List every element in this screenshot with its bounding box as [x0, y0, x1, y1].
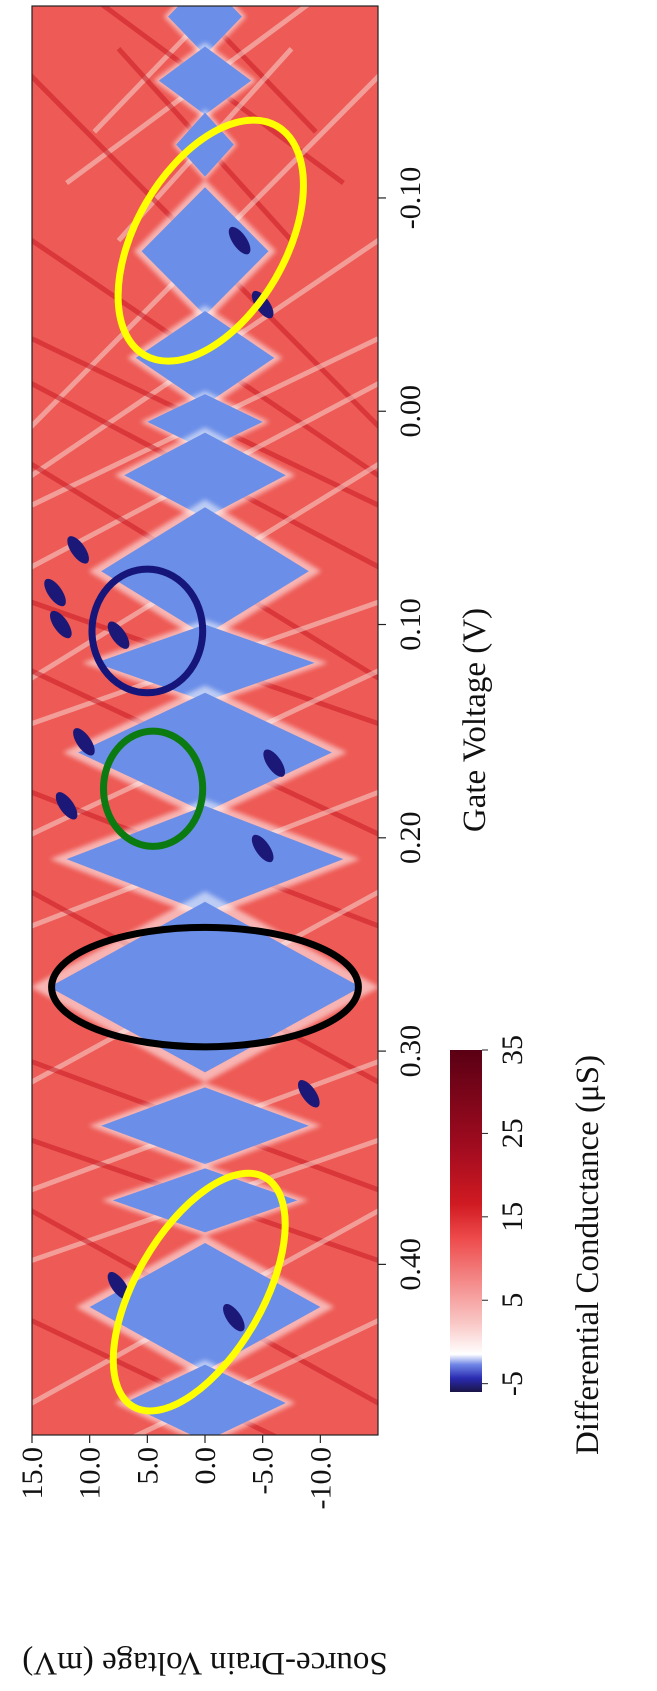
- colorbar-axis: -5 5 15 25 35: [482, 1035, 529, 1396]
- y-tick-label: 15.0: [16, 1447, 49, 1500]
- negative-conductance-spot: [297, 1080, 320, 1108]
- y-tick-label: 10.0: [74, 1447, 107, 1500]
- negative-conductance-spot: [263, 749, 286, 777]
- y-tick-label: 0.0: [189, 1447, 222, 1485]
- negative-conductance-spot: [223, 1303, 245, 1332]
- negative-conductance-spot: [107, 1271, 130, 1300]
- heatmap-plot-area: [32, 6, 378, 1435]
- coulomb-diamond: [158, 46, 252, 115]
- annotation-ellipse: [48, 923, 362, 1051]
- x-tick-label: 0.20: [394, 812, 427, 865]
- colorbar-tick-label: 5: [496, 1293, 529, 1308]
- annotation-circle: [100, 727, 207, 850]
- negative-conductance-spot: [55, 792, 78, 820]
- annotation-circle: [88, 565, 207, 697]
- negative-conductance-spot: [67, 536, 89, 564]
- coulomb-diamond: [101, 507, 309, 636]
- x-axis-title: Gate Voltage (V): [457, 608, 493, 832]
- x-tick-label: 0.30: [394, 1025, 427, 1078]
- negative-conductance-spot: [251, 834, 274, 863]
- colorbar-tick-label: 35: [496, 1035, 529, 1065]
- y-tick-label: 5.0: [131, 1447, 164, 1485]
- coulomb-diamond: [112, 1168, 298, 1233]
- negative-conductance-spot: [251, 290, 274, 319]
- coulomb-diamond: [141, 187, 269, 316]
- coulomb-diamond: [168, 6, 242, 56]
- colorbar: [450, 1050, 482, 1392]
- y-axis-title: Source-Drain Voltage (mV): [22, 1645, 387, 1681]
- coulomb-diamond: [95, 624, 315, 702]
- coulomb-diamond: [89, 1243, 321, 1372]
- coulomb-diamond: [124, 432, 286, 518]
- x-tick-label: 0.10: [394, 598, 427, 651]
- coulomb-diamond: [147, 394, 263, 450]
- source-drain-axis: 15.0 10.0 5.0 0.0 -5.0 -10.0: [16, 1435, 337, 1510]
- x-tick-label: 0.00: [394, 385, 427, 438]
- negative-conductance-spots: [44, 226, 320, 1332]
- colorbar-tick-label: -5: [496, 1371, 529, 1396]
- negative-conductance-spot: [228, 226, 251, 255]
- negative-conductance-spot: [44, 578, 66, 607]
- gate-voltage-axis: -0.10 0.00 0.10 0.20 0.30 0.40: [378, 167, 427, 1291]
- negative-conductance-spot: [107, 621, 130, 649]
- annotation-ellipse: [114, 116, 307, 365]
- negative-conductance-spot: [73, 728, 95, 756]
- coulomb-diamond: [49, 901, 361, 1073]
- annotation-ellipse: [109, 1169, 289, 1415]
- annotation-markers: [48, 116, 362, 1415]
- coulomb-diamond: [135, 310, 275, 405]
- colorbar-tick-label: 25: [496, 1118, 529, 1148]
- x-tick-label: -0.10: [394, 167, 427, 230]
- y-tick-label: -5.0: [247, 1447, 280, 1495]
- coulomb-diamond: [66, 805, 344, 913]
- coulomb-diamond: [78, 692, 332, 813]
- coulomb-diamond: [101, 1087, 309, 1165]
- negative-conductance-spot: [50, 610, 72, 639]
- y-tick-label: -10.0: [304, 1447, 337, 1510]
- x-tick-label: 0.40: [394, 1238, 427, 1291]
- colorbar-tick-label: 15: [496, 1202, 529, 1232]
- coulomb-diamond: [124, 1364, 286, 1435]
- colorbar-title: Differential Conductance (μS): [570, 1055, 606, 1455]
